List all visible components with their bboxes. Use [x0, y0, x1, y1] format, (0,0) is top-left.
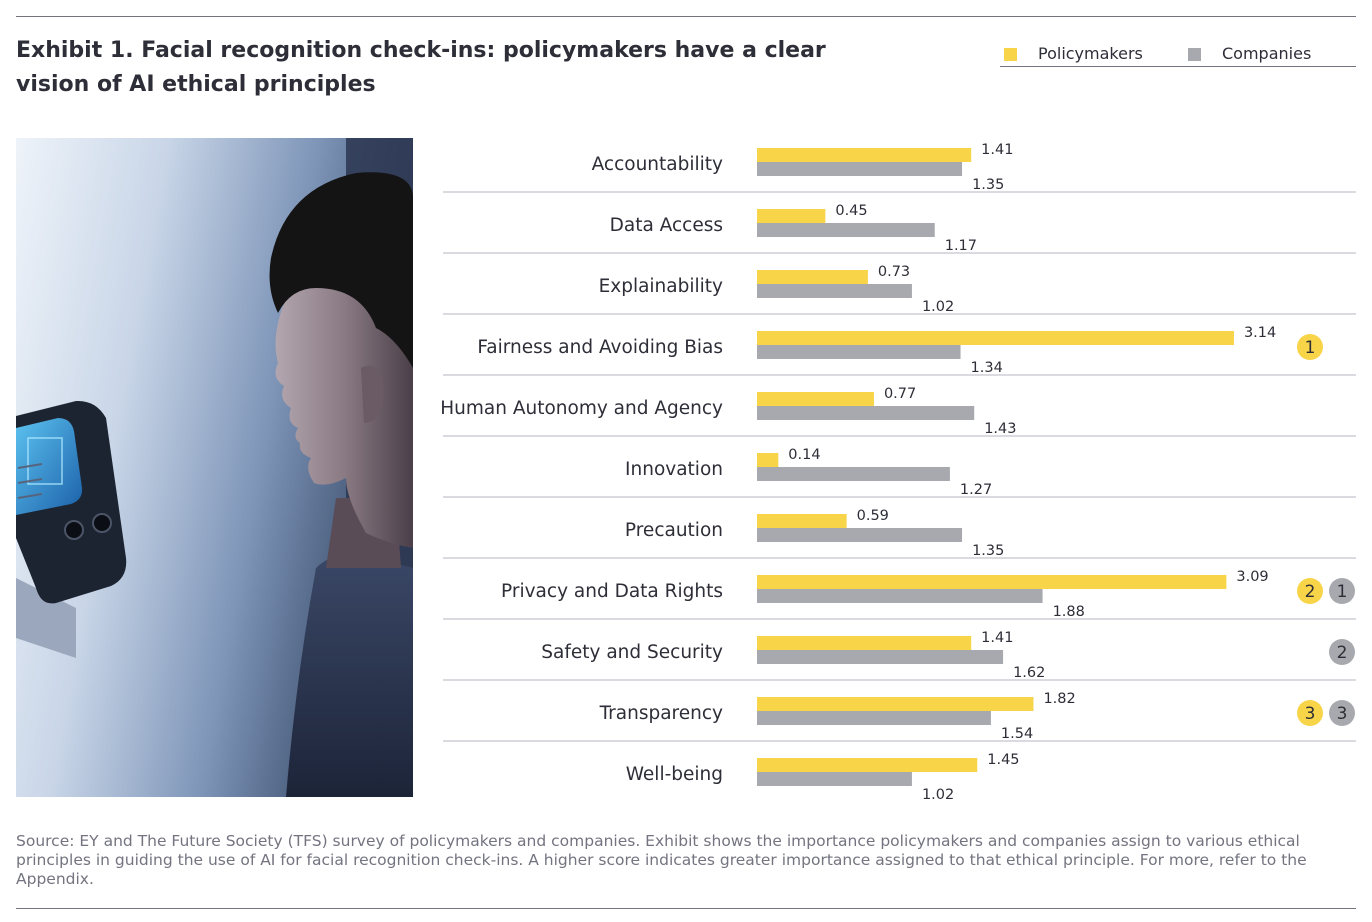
legend-label-companies: Companies: [1222, 44, 1312, 63]
category-label-accountability: Accountability: [592, 154, 723, 175]
category-label-fairness-and-avoiding-bias: Fairness and Avoiding Bias: [477, 337, 723, 358]
value-label-policymakers-well-being: 1.45: [987, 752, 1019, 768]
rank-badge-policymakers-transparency-label: 3: [1305, 704, 1316, 724]
value-label-companies-accountability: 1.35: [972, 177, 1004, 193]
category-label-privacy-and-data-rights: Privacy and Data Rights: [501, 581, 723, 602]
value-label-companies-data-access: 1.17: [945, 238, 977, 254]
category-label-transparency: Transparency: [599, 703, 723, 724]
chart-title-line-1: Exhibit 1. Facial recognition check-ins:…: [16, 38, 826, 63]
rank-badge-companies-safety-and-security: [1329, 639, 1355, 665]
photo-device-face-frame: [27, 437, 63, 485]
rank-badge-companies-privacy-and-data-rights: [1329, 578, 1355, 604]
bar-companies-privacy-and-data-rights: [757, 589, 1043, 603]
rank-badge-companies-safety-and-security-label: 2: [1337, 643, 1348, 663]
rank-badge-policymakers-fairness-and-avoiding-bias-label: 1: [1305, 338, 1316, 358]
value-label-companies-well-being: 1.02: [922, 787, 954, 803]
value-label-policymakers-precaution: 0.59: [857, 508, 889, 524]
photo-device-arm: [16, 578, 76, 658]
value-label-policymakers-transparency: 1.82: [1043, 691, 1075, 707]
top-rule: [16, 16, 1356, 17]
bar-policymakers-fairness-and-avoiding-bias: [757, 331, 1234, 345]
bar-policymakers-privacy-and-data-rights: [757, 575, 1227, 589]
value-label-companies-explainability: 1.02: [922, 299, 954, 315]
category-label-human-autonomy-and-agency: Human Autonomy and Agency: [440, 398, 723, 419]
bar-policymakers-data-access: [757, 209, 826, 223]
rank-badge-policymakers-privacy-and-data-rights: [1297, 578, 1323, 604]
value-label-policymakers-human-autonomy-and-agency: 0.77: [884, 386, 916, 402]
bar-companies-precaution: [757, 528, 963, 542]
bar-companies-safety-and-security: [757, 650, 1004, 664]
legend: Policymakers Companies: [1000, 42, 1356, 67]
photo-device-screen: [16, 418, 83, 515]
rank-badge-companies-transparency-label: 3: [1337, 704, 1348, 724]
source-note: Source: EY and The Future Society (TFS) …: [16, 832, 1307, 888]
rank-badge-policymakers-fairness-and-avoiding-bias: [1297, 334, 1323, 360]
value-label-policymakers-fairness-and-avoiding-bias: 3.14: [1244, 325, 1276, 341]
person-facial-recognition-photo: [16, 138, 413, 797]
photo-device-keypad: [17, 463, 43, 499]
bottom-rule: [16, 908, 1356, 909]
bar-companies-fairness-and-avoiding-bias: [757, 345, 961, 359]
value-label-policymakers-privacy-and-data-rights: 3.09: [1236, 569, 1268, 585]
bar-companies-transparency: [757, 711, 991, 725]
category-label-well-being: Well-being: [626, 764, 723, 785]
bar-companies-explainability: [757, 284, 912, 298]
bar-companies-accountability: [757, 162, 963, 176]
photo-person-shirt: [286, 554, 413, 797]
photo-person-hair: [269, 172, 413, 368]
chart-title-line-2: vision of AI ethical principles: [16, 72, 376, 97]
legend-swatch-policymakers: [1004, 48, 1017, 61]
photo-device-sensor-1: [64, 520, 84, 540]
rank-badge-companies-privacy-and-data-rights-label: 1: [1337, 582, 1348, 602]
legend-label-policymakers: Policymakers: [1038, 44, 1143, 63]
value-label-policymakers-innovation: 0.14: [788, 447, 820, 463]
category-label-data-access: Data Access: [610, 215, 723, 236]
bar-companies-well-being: [757, 772, 912, 786]
value-label-policymakers-safety-and-security: 1.41: [981, 630, 1013, 646]
rank-badge-policymakers-privacy-and-data-rights-label: 2: [1305, 582, 1316, 602]
rank-badge-policymakers-transparency: [1297, 700, 1323, 726]
category-label-precaution: Precaution: [625, 520, 723, 541]
value-label-companies-precaution: 1.35: [972, 543, 1004, 559]
bar-companies-data-access: [757, 223, 935, 237]
bar-policymakers-safety-and-security: [757, 636, 972, 650]
value-label-companies-privacy-and-data-rights: 1.88: [1053, 604, 1085, 620]
value-label-policymakers-explainability: 0.73: [878, 264, 910, 280]
bar-policymakers-accountability: [757, 148, 972, 162]
value-label-companies-transparency: 1.54: [1001, 726, 1033, 742]
bar-policymakers-innovation: [757, 453, 779, 467]
photo-person-ear: [361, 365, 384, 423]
value-label-policymakers-accountability: 1.41: [981, 142, 1013, 158]
photo-device-sensor-2: [92, 513, 112, 533]
bar-companies-human-autonomy-and-agency: [757, 406, 975, 420]
legend-swatch-companies: [1188, 48, 1201, 61]
value-label-policymakers-data-access: 0.45: [835, 203, 867, 219]
bar-policymakers-well-being: [757, 758, 978, 772]
value-label-companies-safety-and-security: 1.62: [1013, 665, 1045, 681]
bar-companies-innovation: [757, 467, 950, 481]
rank-badge-companies-transparency: [1329, 700, 1355, 726]
bar-policymakers-human-autonomy-and-agency: [757, 392, 874, 406]
photo-person-face: [275, 266, 413, 548]
bar-policymakers-transparency: [757, 697, 1034, 711]
category-label-innovation: Innovation: [625, 459, 723, 480]
value-label-companies-human-autonomy-and-agency: 1.43: [984, 421, 1016, 437]
bar-policymakers-precaution: [757, 514, 847, 528]
chart-layer: Accountability 1.41 1.35 Data Access 0.45 1.1…: [440, 142, 1356, 803]
category-label-explainability: Explainability: [599, 276, 723, 297]
value-label-companies-innovation: 1.27: [960, 482, 992, 498]
chart-title: Exhibit 1. Facial recognition check-ins:…: [16, 34, 916, 102]
bar-policymakers-explainability: [757, 270, 868, 284]
value-label-companies-fairness-and-avoiding-bias: 1.34: [971, 360, 1003, 376]
category-label-safety-and-security: Safety and Security: [541, 642, 723, 663]
